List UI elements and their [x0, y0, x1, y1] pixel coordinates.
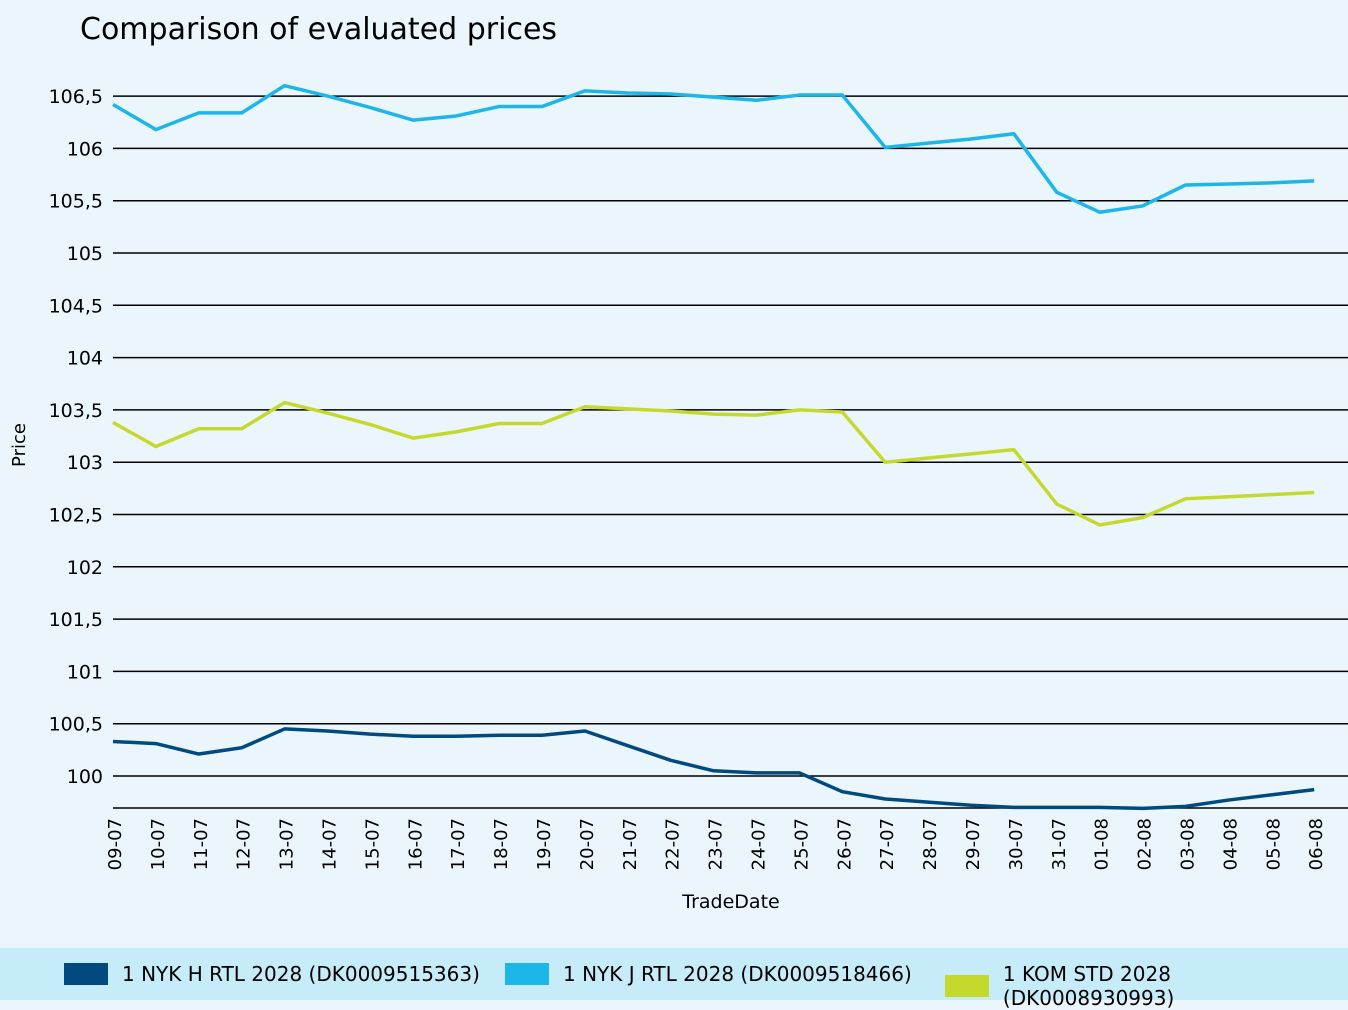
- line-chart: 100 100,5 101 101,5 102 102,5 103 103,5 104 104,5…: [0, 0, 1348, 948]
- y-tick-label: 104: [67, 348, 103, 370]
- x-tick-label: 01-08: [1092, 818, 1113, 870]
- x-tick-label: 23-07: [706, 818, 727, 870]
- x-tick-label: 29-07: [963, 818, 984, 870]
- x-tick-label: 04-08: [1220, 818, 1241, 870]
- legend-label: 1 NYK J RTL 2028 (DK0009518466): [563, 962, 912, 986]
- y-tick-label: 106,5: [49, 86, 103, 108]
- y-tick-label: 102: [67, 557, 103, 579]
- y-tick-label: 101,5: [49, 609, 103, 631]
- legend-swatch: [945, 975, 989, 997]
- x-tick-label: 12-07: [234, 818, 255, 870]
- x-tick-label: 03-08: [1178, 818, 1199, 870]
- y-tick-label: 101: [67, 661, 103, 683]
- x-tick-label: 28-07: [920, 818, 941, 870]
- x-tick-label: 17-07: [448, 818, 469, 870]
- x-tick-label: 21-07: [620, 818, 641, 870]
- y-tick-label: 104,5: [49, 295, 103, 317]
- y-tick-label: 100,5: [49, 714, 103, 736]
- y-tick-label: 103: [67, 452, 103, 474]
- x-tick-label: 22-07: [663, 818, 684, 870]
- x-tick-label: 20-07: [577, 818, 598, 870]
- series-line-2: [113, 403, 1314, 525]
- x-tick-label: 19-07: [534, 818, 555, 870]
- x-tick-label: 30-07: [1006, 818, 1027, 870]
- legend-item: 1 KOM STD 2028 (DK0008930993): [945, 962, 1348, 1010]
- x-tick-label: 11-07: [191, 818, 212, 870]
- y-tick-label: 105,5: [49, 191, 103, 213]
- x-tick-label: 24-07: [749, 818, 770, 870]
- x-tick-label: 02-08: [1135, 818, 1156, 870]
- y-tick-label: 103,5: [49, 400, 103, 422]
- y-axis-label: Price: [9, 423, 30, 467]
- legend-label: 1 KOM STD 2028 (DK0008930993): [1003, 962, 1348, 1010]
- x-tick-label: 18-07: [491, 818, 512, 870]
- x-tick-label: 16-07: [405, 818, 426, 870]
- x-tick-label: 10-07: [148, 818, 169, 870]
- x-tick-label: 27-07: [877, 818, 898, 870]
- x-tick-label: 05-08: [1263, 818, 1284, 870]
- x-tick-label: 31-07: [1049, 818, 1070, 870]
- legend: 1 NYK H RTL 2028 (DK0009515363) 1 NYK J R…: [0, 948, 1348, 1000]
- legend-swatch: [505, 963, 549, 985]
- x-tick-label: 25-07: [791, 818, 812, 870]
- series-line-0: [113, 729, 1314, 808]
- legend-item: 1 NYK J RTL 2028 (DK0009518466): [505, 962, 912, 986]
- y-tick-label: 106: [67, 138, 103, 160]
- x-axis-label: TradeDate: [681, 891, 779, 913]
- x-tick-label: 15-07: [362, 818, 383, 870]
- y-tick-label: 102,5: [49, 505, 103, 527]
- x-tick-label: 14-07: [320, 818, 341, 870]
- y-tick-label: 100: [67, 766, 103, 788]
- y-tick-label: 105: [67, 243, 103, 265]
- legend-swatch: [64, 963, 108, 985]
- x-tick-label: 13-07: [277, 818, 298, 870]
- legend-label: 1 NYK H RTL 2028 (DK0009515363): [122, 962, 480, 986]
- x-tick-label: 09-07: [105, 818, 126, 870]
- legend-item: 1 NYK H RTL 2028 (DK0009515363): [64, 962, 480, 986]
- x-tick-label: 06-08: [1306, 818, 1327, 870]
- x-tick-label: 26-07: [834, 818, 855, 870]
